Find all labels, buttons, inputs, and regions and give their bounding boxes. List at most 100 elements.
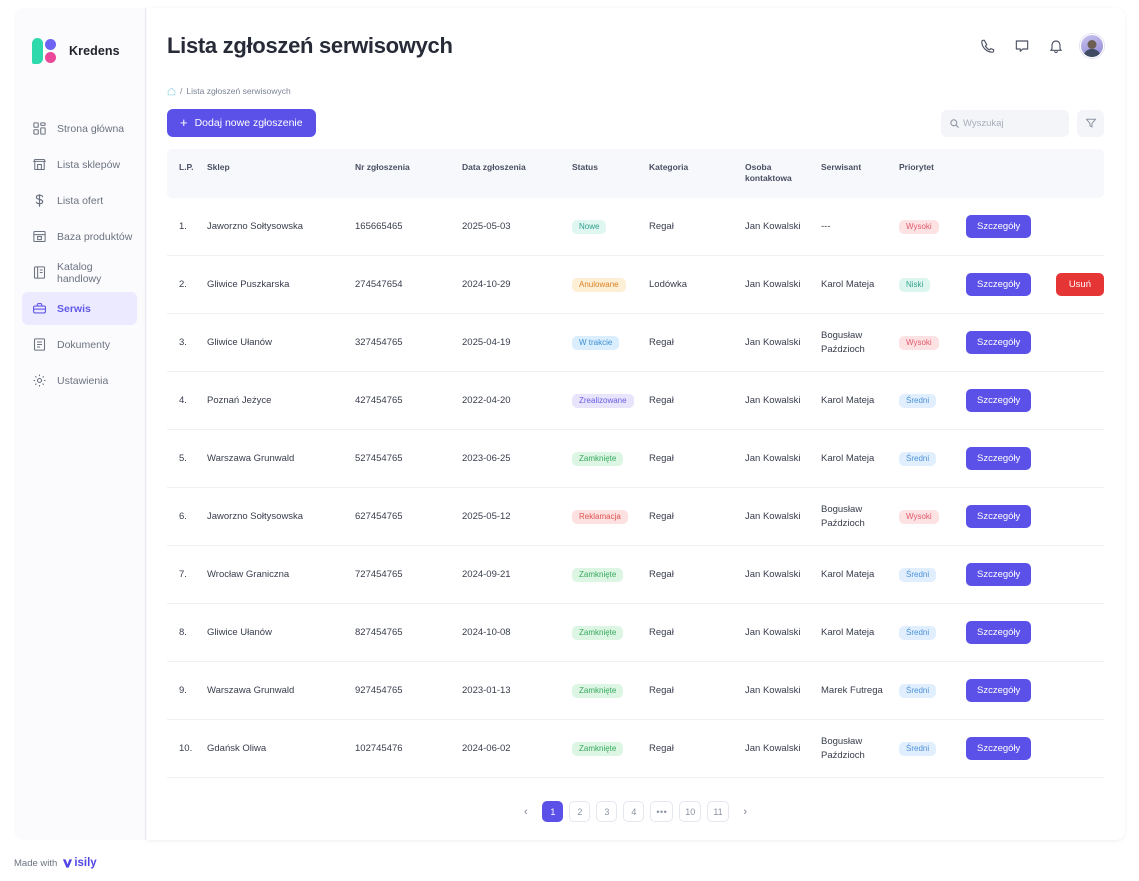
sidebar-item-ustawienia[interactable]: Ustawienia xyxy=(22,364,137,397)
row-actions: Szczegóły xyxy=(966,389,1104,413)
sidebar-item-baza-produktow[interactable]: Baza produktów xyxy=(22,220,137,253)
cell-nr-zgloszenia: 827454765 xyxy=(355,603,462,663)
table-row: 5. Warszawa Grunwald 527454765 2023-06-25 Za… xyxy=(167,429,1104,489)
sidebar-item-dokumenty[interactable]: Dokumenty xyxy=(22,328,137,361)
box-icon xyxy=(33,230,46,243)
pagination-page-4[interactable]: 4 xyxy=(623,801,645,823)
home-icon[interactable] xyxy=(167,87,176,96)
cell-serwisant: Karol Mateja xyxy=(821,429,899,489)
sidebar-item-katalog-handlowy[interactable]: Katalog handlowy xyxy=(22,256,137,289)
cell-nr-zgloszenia: 527454765 xyxy=(355,429,462,489)
details-button[interactable]: Szczegóły xyxy=(966,215,1032,239)
pagination-page-11[interactable]: 11 xyxy=(707,801,729,823)
gear-icon xyxy=(33,374,46,387)
priority-badge: Średni xyxy=(899,451,937,466)
details-button[interactable]: Szczegóły xyxy=(966,447,1032,471)
pagination-ellipsis[interactable]: ••• xyxy=(650,801,674,823)
sidebar-item-lista-ofert[interactable]: Lista ofert xyxy=(22,184,137,217)
search-box[interactable] xyxy=(941,109,1069,137)
details-button[interactable]: Szczegóły xyxy=(966,273,1032,297)
priority-badge: Wysoki xyxy=(899,219,939,234)
bell-icon[interactable] xyxy=(1046,36,1066,56)
status-badge: Zamknięte xyxy=(572,451,624,466)
cell-lp: 10. xyxy=(167,719,207,779)
store-icon xyxy=(33,158,46,171)
cell-actions: Szczegóły xyxy=(966,313,1104,373)
sidebar-item-strona-glowna[interactable]: Strona główna xyxy=(22,112,137,145)
pagination-page-10[interactable]: 10 xyxy=(679,801,702,823)
chat-icon[interactable] xyxy=(1012,36,1032,56)
cell-actions: Szczegóły xyxy=(966,197,1104,257)
status-badge: Nowe xyxy=(572,219,607,234)
pagination-next[interactable]: › xyxy=(735,801,756,822)
col-header-data-zgloszenia: Data zgłoszenia xyxy=(462,149,572,198)
sidebar-item-label: Serwis xyxy=(57,302,91,315)
toolbox-icon xyxy=(33,302,46,314)
details-button[interactable]: Szczegóły xyxy=(966,389,1032,413)
visily-logo[interactable]: isily xyxy=(62,857,97,869)
cell-status: Zamknięte xyxy=(572,661,649,721)
document-icon xyxy=(33,338,46,351)
cell-status: Anulowane xyxy=(572,255,649,315)
cell-priorytet: Średni xyxy=(899,429,966,489)
row-actions: Szczegóły xyxy=(966,563,1104,587)
cell-priorytet: Średni xyxy=(899,719,966,779)
footer-credit: Made with isily xyxy=(14,857,97,869)
cell-serwisant: Karol Mateja xyxy=(821,371,899,431)
phone-icon[interactable] xyxy=(978,36,998,56)
cell-serwisant: Bogusław Paździoch xyxy=(821,313,899,373)
cell-lp: 5. xyxy=(167,429,207,489)
cell-osoba-kontaktowa: Jan Kowalski xyxy=(745,487,821,547)
service-requests-table: L.P. Sklep Nr zgłoszenia Data zgłoszenia… xyxy=(167,149,1104,779)
status-badge: Zrealizowane xyxy=(572,393,634,408)
sidebar-item-lista-sklepow[interactable]: Lista sklepów xyxy=(22,148,137,181)
pagination-page-1[interactable]: 1 xyxy=(542,801,564,823)
book-icon xyxy=(33,266,46,279)
pagination-page-3[interactable]: 3 xyxy=(596,801,618,823)
cell-kategoria: Regał xyxy=(649,313,745,373)
cell-data-zgloszenia: 2023-01-13 xyxy=(462,661,572,721)
details-button[interactable]: Szczegóły xyxy=(966,563,1032,587)
details-button[interactable]: Szczegóły xyxy=(966,505,1032,529)
cell-data-zgloszenia: 2025-05-12 xyxy=(462,487,572,547)
details-button[interactable]: Szczegóły xyxy=(966,737,1032,761)
logo-dot-purple xyxy=(45,39,56,50)
status-badge: Zamknięte xyxy=(572,683,624,698)
cell-status: Zrealizowane xyxy=(572,371,649,431)
avatar[interactable] xyxy=(1080,34,1104,58)
cell-serwisant: Karol Mateja xyxy=(821,603,899,663)
priority-badge: Średni xyxy=(899,741,937,756)
main-panel: Lista zgłoszeń serwisowych xyxy=(147,8,1125,840)
cell-nr-zgloszenia: 102745476 xyxy=(355,719,462,779)
details-button[interactable]: Szczegóły xyxy=(966,679,1032,703)
cell-osoba-kontaktowa: Jan Kowalski xyxy=(745,603,821,663)
cell-osoba-kontaktowa: Jan Kowalski xyxy=(745,719,821,779)
breadcrumb-current: Lista zgłoszeń serwisowych xyxy=(186,86,291,96)
row-actions: Szczegóły xyxy=(966,215,1104,239)
cell-sklep: Gliwice Ułanów xyxy=(207,603,355,663)
search-input[interactable] xyxy=(963,117,1059,129)
cell-priorytet: Wysoki xyxy=(899,487,966,547)
cell-actions: Szczegóły xyxy=(966,429,1104,489)
cell-data-zgloszenia: 2025-05-03 xyxy=(462,197,572,257)
cell-serwisant: Marek Futrega xyxy=(821,661,899,721)
cell-osoba-kontaktowa: Jan Kowalski xyxy=(745,313,821,373)
sidebar-item-serwis[interactable]: Serwis xyxy=(22,292,137,325)
cell-sklep: Gliwice Puszkarska xyxy=(207,255,355,315)
cell-nr-zgloszenia: 627454765 xyxy=(355,487,462,547)
cell-kategoria: Lodówka xyxy=(649,255,745,315)
brand-logo[interactable]: Kredens xyxy=(14,34,145,68)
pagination-prev[interactable]: ‹ xyxy=(515,801,536,822)
delete-button[interactable]: Usuń xyxy=(1055,273,1104,297)
pagination-page-2[interactable]: 2 xyxy=(569,801,591,823)
logo-blade-shape xyxy=(32,38,43,64)
details-button[interactable]: Szczegóły xyxy=(966,621,1032,645)
filter-button[interactable] xyxy=(1077,109,1104,137)
cell-data-zgloszenia: 2023-06-25 xyxy=(462,429,572,489)
details-button[interactable]: Szczegóły xyxy=(966,331,1032,355)
add-request-button[interactable]: + Dodaj nowe zgłoszenie xyxy=(167,109,316,137)
cell-data-zgloszenia: 2024-06-02 xyxy=(462,719,572,779)
sidebar-item-label: Lista ofert xyxy=(57,194,104,207)
cell-serwisant: Bogusław Paździoch xyxy=(821,719,899,779)
status-badge: Zamknięte xyxy=(572,741,624,756)
